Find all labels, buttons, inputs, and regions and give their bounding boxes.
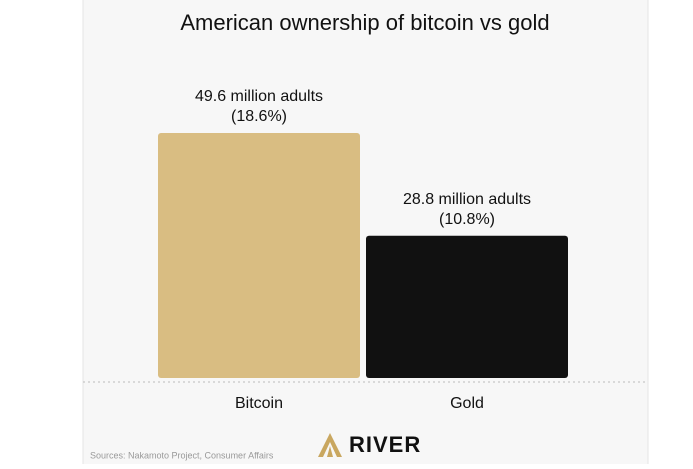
bar xyxy=(158,133,360,378)
x-tick-label: Gold xyxy=(450,395,484,412)
value-label: 28.8 million adults xyxy=(403,191,531,208)
x-tick-label: Bitcoin xyxy=(235,395,283,412)
bar xyxy=(366,235,568,378)
value-label: 49.6 million adults xyxy=(195,88,323,105)
brand-logo: RIVER xyxy=(318,432,421,457)
chart-title: American ownership of bitcoin vs gold xyxy=(180,10,549,35)
source-note: Sources: Nakamoto Project, Consumer Affa… xyxy=(90,450,274,460)
share-label: (10.8%) xyxy=(439,211,495,228)
share-label: (18.6%) xyxy=(231,108,287,125)
logo-mark xyxy=(318,433,342,457)
brand-name: RIVER xyxy=(349,432,421,457)
